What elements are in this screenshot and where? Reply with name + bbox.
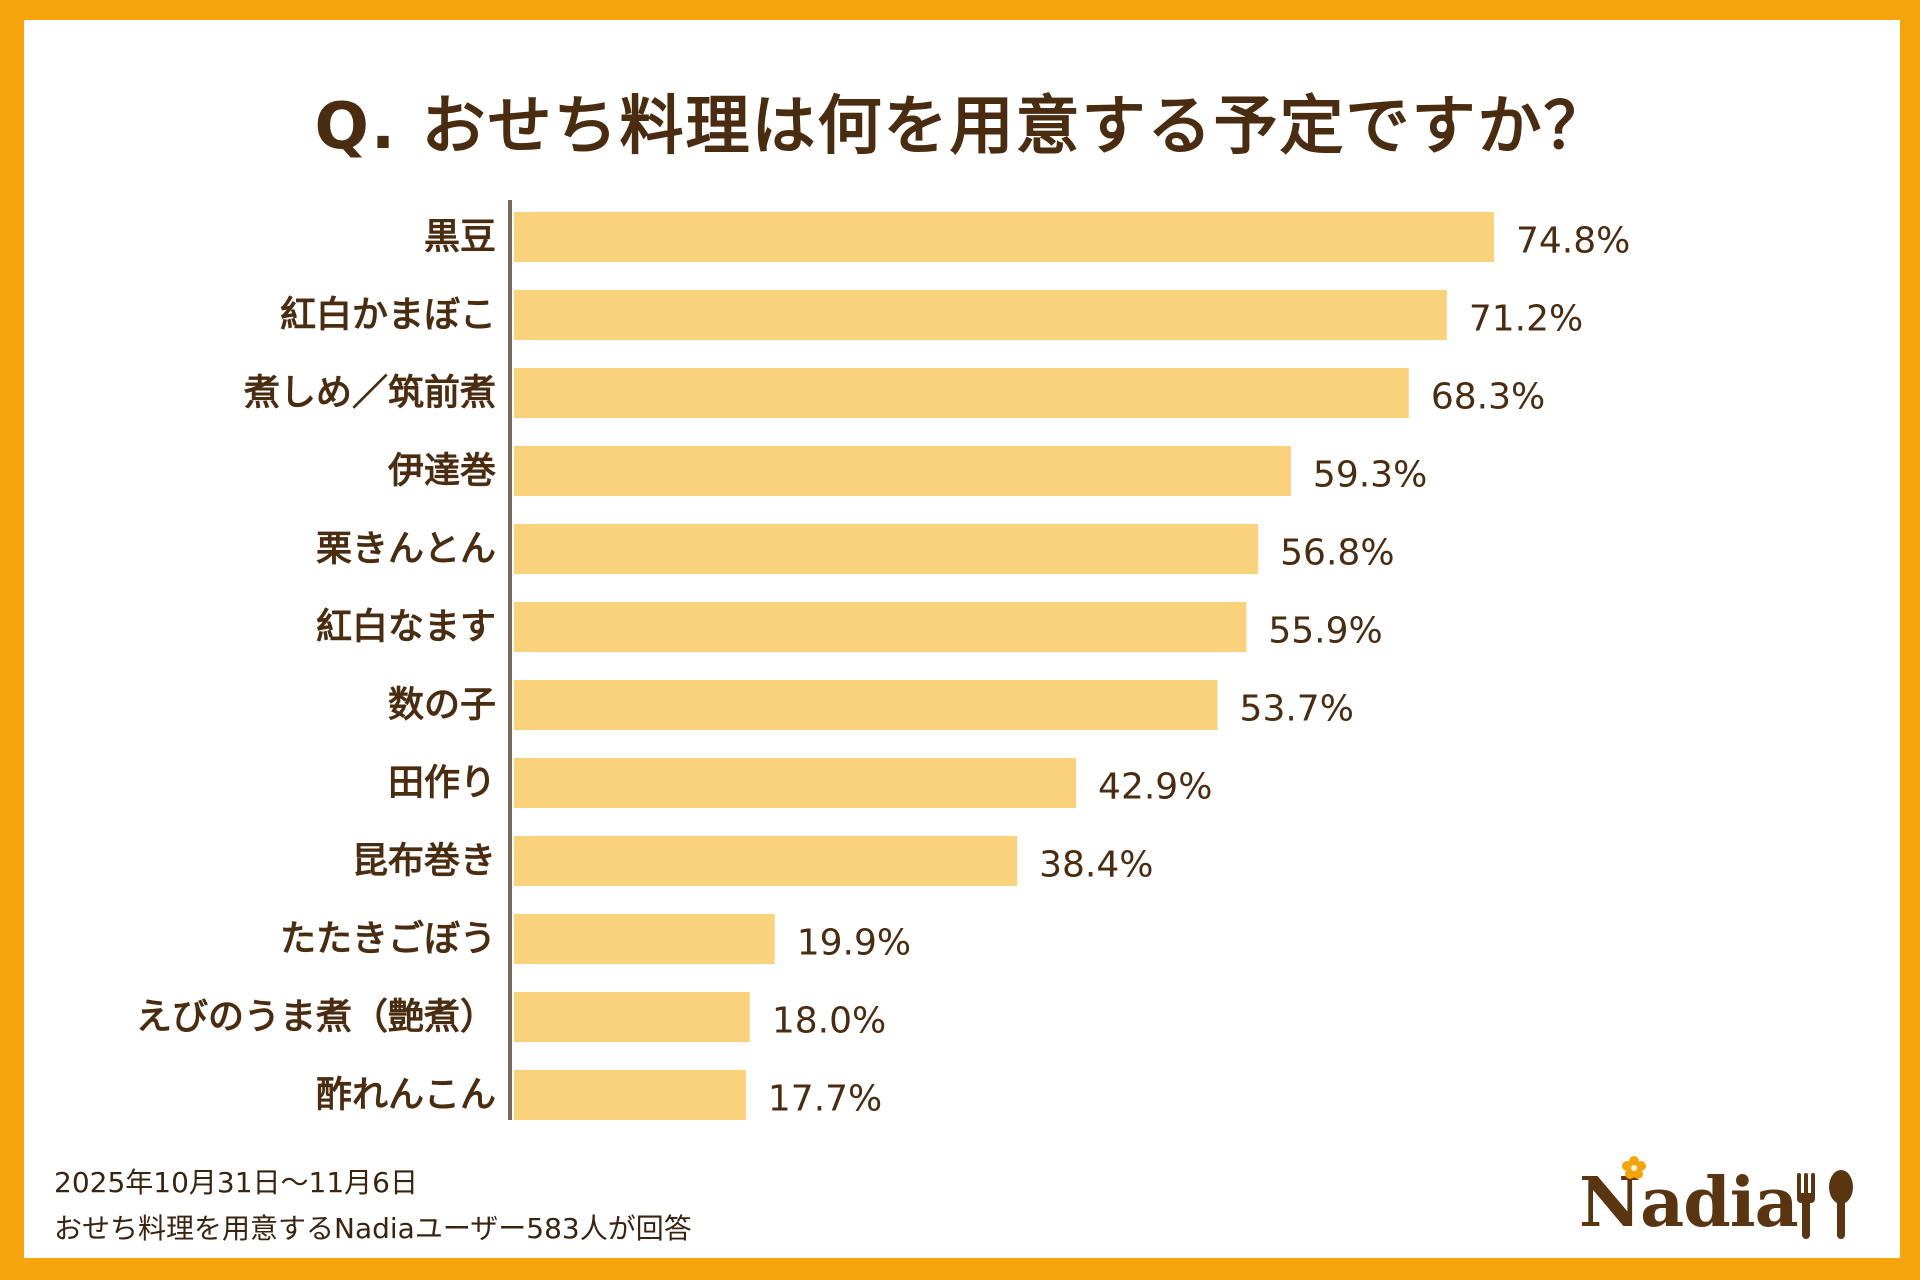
survey-period: 2025年10月31日〜11月6日 [54, 1166, 418, 1199]
category-label: たたきごぼう [280, 919, 496, 960]
category-label: 煮しめ／筑前煮 [243, 373, 496, 414]
bar-6 [514, 680, 1218, 730]
category-label: 栗きんとん [316, 529, 496, 570]
category-label: 田作り [388, 763, 496, 804]
category-label: 紅白なます [316, 607, 496, 648]
bar-5 [514, 602, 1247, 652]
category-label: 黒豆 [424, 217, 496, 258]
bar-9 [514, 914, 775, 964]
category-label: 酢れんこん [316, 1075, 496, 1116]
category-label: 昆布巻き [352, 841, 496, 882]
footnote: 2025年10月31日〜11月6日 おせち料理を用意するNadiaユーザー583… [54, 1160, 692, 1252]
value-label: 55.9% [1268, 611, 1382, 652]
value-label: 59.3% [1313, 455, 1427, 496]
chart-frame: Q. おせち料理は何を用意する予定ですか？ 黒豆 74.8% 紅白かまぼこ 71.2%… [24, 20, 1900, 1258]
value-label: 71.2% [1469, 299, 1583, 340]
nadia-logo: Nadia [1579, 1155, 1869, 1245]
chart-title: Q. おせち料理は何を用意する予定ですか？ [314, 90, 1610, 164]
survey-respondents: おせち料理を用意するNadiaユーザー583人が回答 [54, 1212, 692, 1245]
category-label: 数の子 [388, 685, 496, 726]
category-label: 伊達巻 [387, 451, 496, 492]
value-label: 74.8% [1516, 221, 1630, 262]
bar-0 [514, 212, 1494, 262]
flower-icon [1622, 1156, 1646, 1179]
bar-8 [514, 836, 1018, 886]
value-label: 53.7% [1240, 689, 1354, 730]
value-label: 38.4% [1039, 845, 1153, 886]
bar-10 [514, 992, 750, 1042]
bar-2 [514, 368, 1409, 418]
bar-4 [514, 524, 1259, 574]
category-label: 紅白かまぼこ [280, 295, 496, 336]
value-label: 56.8% [1280, 533, 1394, 574]
bar-7 [514, 758, 1077, 808]
bar-chart: 黒豆 74.8% 紅白かまぼこ 71.2% 煮しめ／筑前煮 68.3% 伊達巻 59.3% 栗き… [136, 200, 1630, 1120]
value-label: 18.0% [772, 1001, 886, 1042]
bar-1 [514, 290, 1447, 340]
logo-text: Nadia [1579, 1163, 1799, 1243]
value-label: 17.7% [768, 1079, 882, 1120]
category-label: えびのうま煮（艶煮） [136, 997, 496, 1038]
value-label: 42.9% [1098, 767, 1212, 808]
value-label: 19.9% [797, 923, 911, 964]
bar-3 [514, 446, 1291, 496]
bar-11 [514, 1070, 746, 1120]
fork-and-spoon-icon [1797, 1170, 1853, 1239]
value-label: 68.3% [1431, 377, 1545, 418]
